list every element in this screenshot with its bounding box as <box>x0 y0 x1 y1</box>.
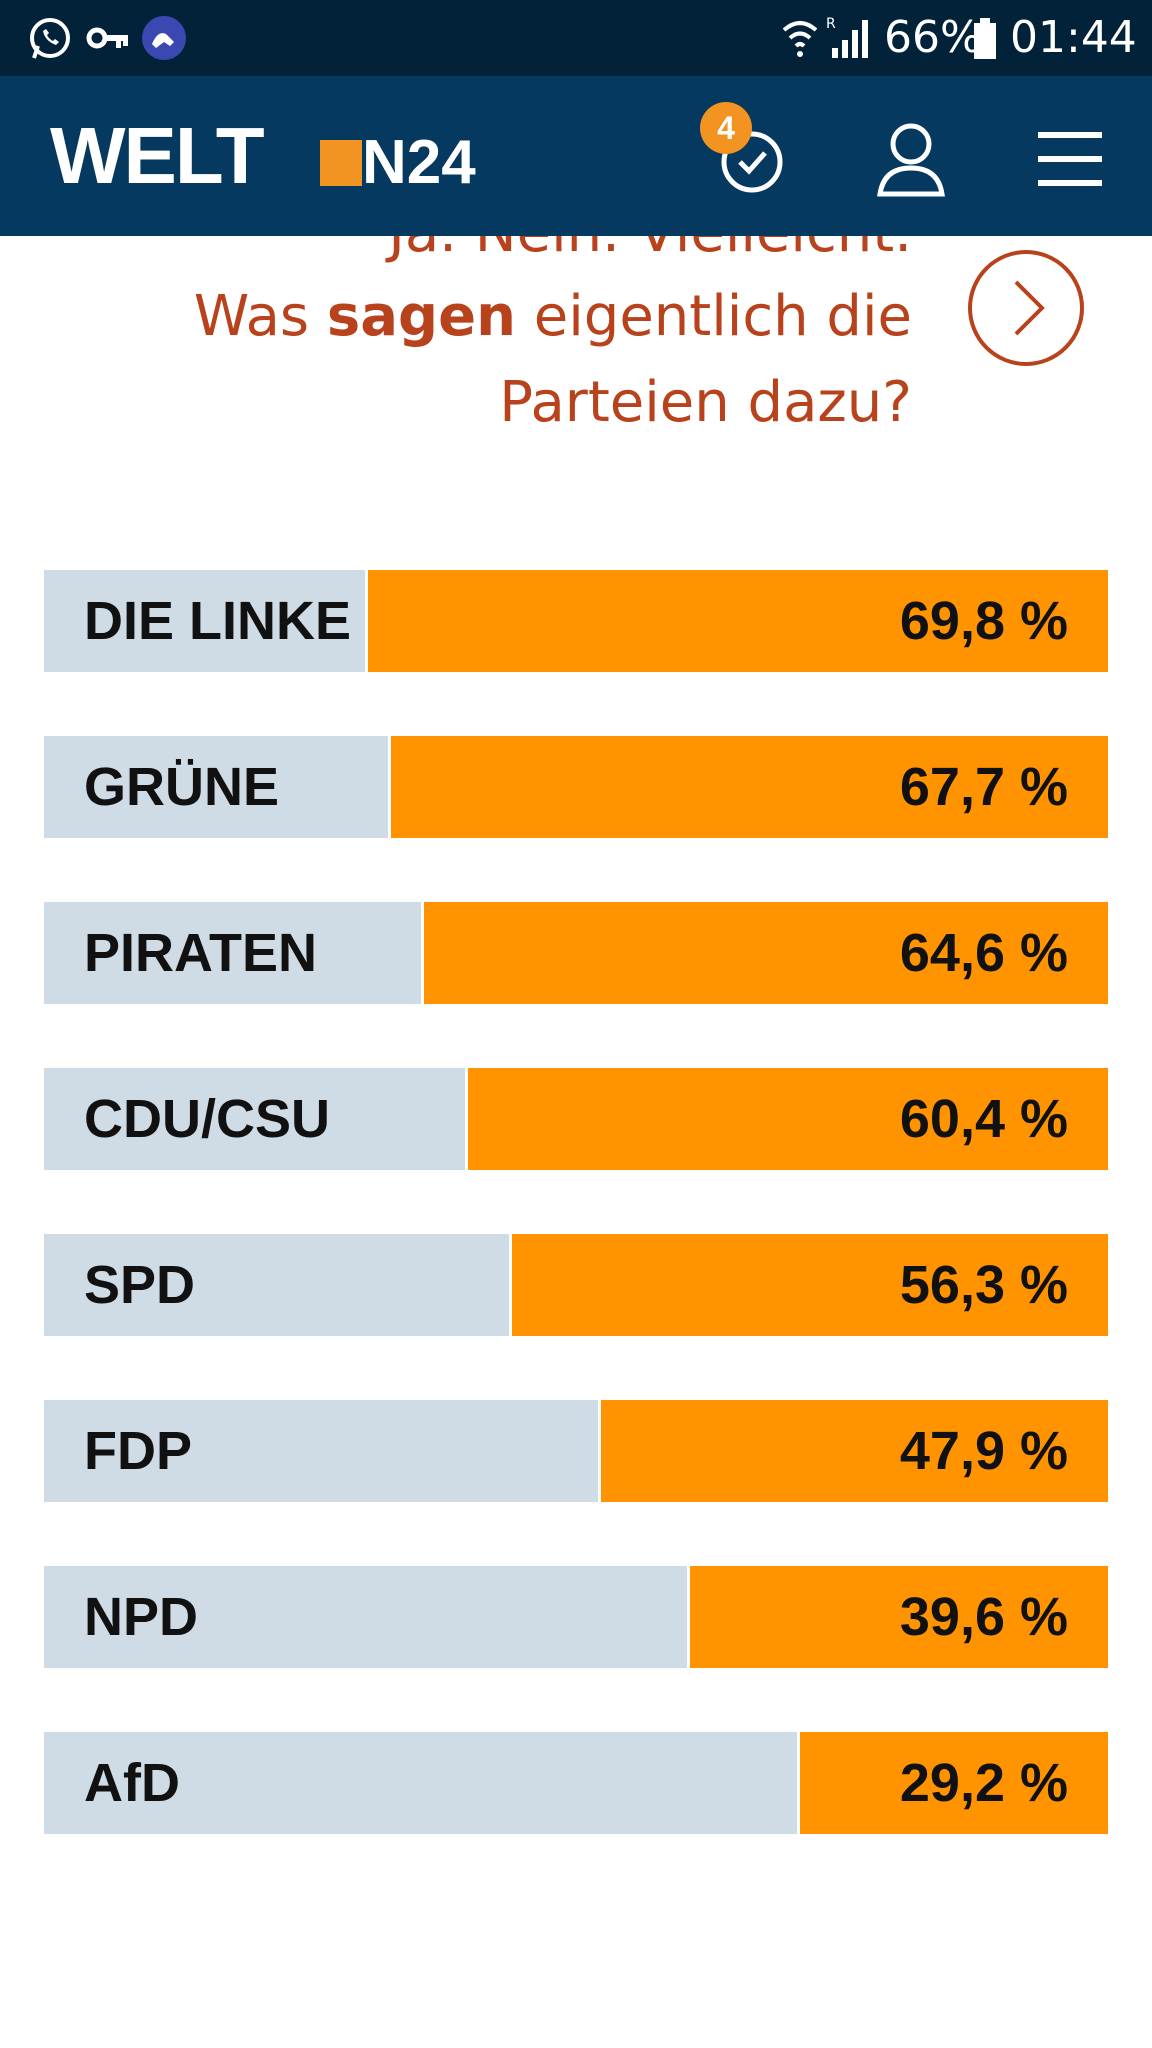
chart-bar <box>797 1732 1108 1834</box>
chart-bar <box>686 1566 1108 1668</box>
teaser-line-2: Was sagen eigentlich die <box>193 284 912 349</box>
value-label: 64,6 % <box>899 923 1068 983</box>
signal-icon: R <box>826 16 868 58</box>
party-label: AfD <box>84 1753 180 1813</box>
value-label: 69,8 % <box>899 591 1068 651</box>
menu-button[interactable] <box>1028 116 1118 200</box>
history-badge: 4 <box>700 102 752 154</box>
clock: 01:44 <box>1010 12 1137 63</box>
app-header: WELT N24 4 <box>0 76 1152 236</box>
chart-row: GRÜNE 67,7 % <box>44 736 1108 838</box>
battery-icon <box>974 18 996 59</box>
account-icon <box>877 123 945 197</box>
app-icon <box>142 16 186 60</box>
party-label: DIE LINKE <box>84 591 352 651</box>
teaser-next-button[interactable] <box>968 250 1084 366</box>
chevron-right-icon <box>1014 280 1045 336</box>
chart-bar <box>465 1068 1108 1170</box>
chart-row: AfD 29,2 % <box>44 1732 1108 1834</box>
chart-bar <box>598 1400 1108 1502</box>
party-label: PIRATEN <box>84 923 318 983</box>
history-button[interactable] <box>706 116 796 200</box>
value-label: 29,2 % <box>899 1753 1068 1813</box>
key-icon <box>86 27 128 49</box>
wifi-icon <box>782 21 818 57</box>
chart-row: SPD 56,3 % <box>44 1234 1108 1336</box>
chart-row: PIRATEN 64,6 % <box>44 902 1108 1004</box>
welt-logo[interactable]: WELT <box>50 111 265 200</box>
value-label: 60,4 % <box>899 1089 1068 1149</box>
party-label: NPD <box>84 1587 199 1647</box>
chart-row: NPD 39,6 % <box>44 1566 1108 1668</box>
value-label: 67,7 % <box>899 757 1068 817</box>
chart-bar <box>387 736 1108 838</box>
account-button[interactable] <box>866 116 956 200</box>
whatsapp-icon <box>30 18 70 59</box>
chart-bar <box>365 570 1108 672</box>
value-label: 39,6 % <box>899 1587 1068 1647</box>
n24-logo[interactable]: N24 <box>362 128 476 197</box>
chart-row: CDU/CSU 60,4 % <box>44 1068 1108 1170</box>
n24-logo-square <box>320 140 362 186</box>
menu-icon <box>1038 132 1102 186</box>
teaser-line-1: Ja. Nein. Vielleicht. <box>388 236 912 268</box>
party-label: CDU/CSU <box>84 1089 331 1149</box>
history-icon <box>721 131 783 193</box>
value-label: 56,3 % <box>899 1255 1068 1315</box>
battery-percent: 66% <box>884 12 982 63</box>
party-label: SPD <box>84 1255 196 1315</box>
status-bar: R 66% 01:44 <box>0 0 1152 76</box>
party-label: FDP <box>84 1421 192 1481</box>
chart-bar <box>508 1234 1108 1336</box>
chart-row: DIE LINKE 69,8 % <box>44 570 1108 672</box>
chart-row: FDP 47,9 % <box>44 1400 1108 1502</box>
teaser-line-3: Parteien dazu? <box>499 370 912 435</box>
svg-text:R: R <box>826 16 836 32</box>
chart-bar <box>420 902 1108 1004</box>
party-label: GRÜNE <box>84 757 280 817</box>
value-label: 47,9 % <box>899 1421 1068 1481</box>
parties-teaser[interactable]: Ja. Nein. Vielleicht. Was sagen eigentli… <box>0 236 1152 466</box>
